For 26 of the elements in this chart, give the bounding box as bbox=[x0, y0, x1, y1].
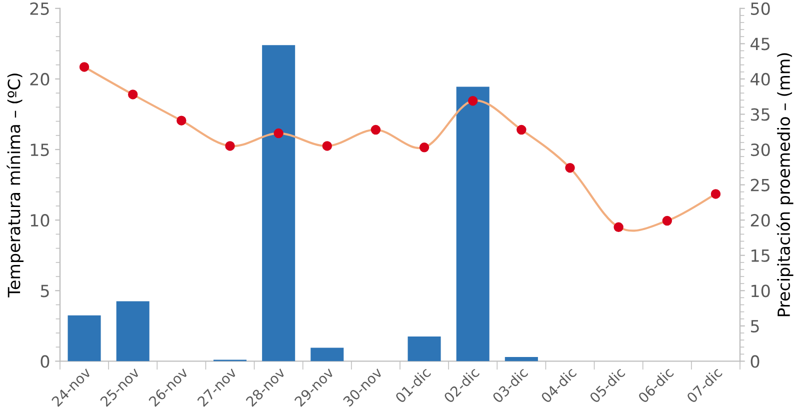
y2-tick-label: 30 bbox=[750, 143, 770, 156]
y2-tick-label: 15 bbox=[752, 250, 770, 262]
y2-tick-label: 40 bbox=[750, 72, 770, 86]
bar bbox=[68, 315, 101, 362]
y-axis-title: Temperatura mínima – (ºC) bbox=[6, 74, 24, 298]
bar bbox=[262, 45, 296, 362]
y2-tick-label: 5 bbox=[751, 320, 759, 332]
y-tick-label: 10 bbox=[30, 214, 50, 227]
y2-tick-label: 10 bbox=[752, 284, 770, 298]
y-tick-label: 15 bbox=[30, 144, 49, 156]
bar bbox=[116, 301, 150, 362]
y2-tick-label: 35 bbox=[750, 108, 770, 121]
y-tick-label: 0 bbox=[40, 355, 50, 368]
y2-tick-label: 50 bbox=[751, 2, 770, 15]
bar bbox=[456, 86, 490, 362]
bar bbox=[408, 336, 441, 362]
y-tick-label: 5 bbox=[40, 284, 49, 298]
y2-tick-label: 45 bbox=[750, 38, 770, 50]
bar bbox=[504, 356, 538, 362]
y2-tick-label: 25 bbox=[750, 178, 770, 192]
y2-tick-label: 0 bbox=[750, 355, 760, 368]
bar bbox=[310, 348, 344, 362]
y-tick-label: 25 bbox=[30, 2, 49, 15]
y2-tick-label: 20 bbox=[750, 214, 770, 227]
y2-axis-title: Precipitación proemedio – (mm) bbox=[776, 53, 794, 316]
y-tick-label: 20 bbox=[30, 72, 50, 86]
